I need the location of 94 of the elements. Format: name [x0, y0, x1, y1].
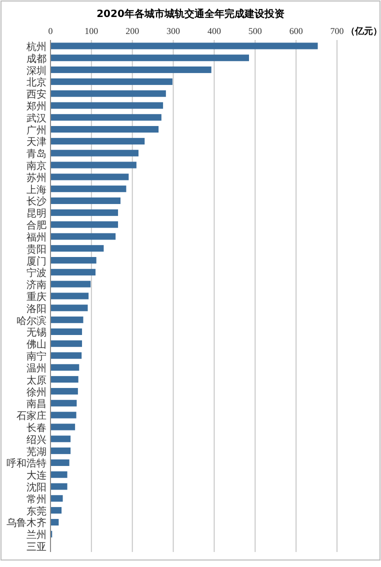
- y-tick-label: 福州: [26, 231, 46, 244]
- bar: [50, 316, 84, 324]
- bar: [50, 209, 118, 216]
- y-tick-label: 徐州: [26, 386, 46, 398]
- y-tick-label: 北京: [26, 76, 46, 89]
- x-tick-label: 700: [330, 26, 344, 36]
- bar: [50, 352, 82, 359]
- bar: [50, 150, 138, 156]
- y-tick-label: 合肥: [26, 220, 46, 232]
- y-tick-label: 天津: [26, 136, 46, 148]
- bar: [50, 292, 89, 300]
- bar: [50, 257, 96, 264]
- x-tick-label: 400: [207, 26, 222, 36]
- bar: [50, 436, 71, 442]
- y-tick-label: 贵阳: [26, 243, 46, 256]
- y-tick-label: 绍兴: [26, 434, 46, 446]
- bar: [50, 412, 76, 418]
- x-tick-label: 500: [248, 26, 262, 36]
- y-tick-label: 重庆: [26, 291, 46, 303]
- y-tick-label: 广州: [26, 124, 46, 136]
- y-tick-label: 石家庄: [16, 410, 46, 422]
- y-tick-label: 杭州: [26, 40, 46, 53]
- y-tick-label: 青岛: [26, 148, 46, 160]
- y-tick-label: 沈阳: [26, 482, 46, 494]
- bar: [50, 138, 145, 144]
- y-tick-label: 深圳: [26, 64, 46, 77]
- bar: [50, 186, 126, 192]
- bar: [50, 459, 70, 466]
- bar: [50, 328, 82, 335]
- bar: [50, 162, 136, 168]
- y-tick-label: 太原: [26, 374, 46, 386]
- y-tick-label: 长沙: [26, 196, 46, 208]
- bar: [50, 507, 62, 514]
- bar: [50, 495, 63, 502]
- bar: [50, 280, 91, 288]
- y-tick-label: 西安: [26, 88, 46, 101]
- y-tick-label: 佛山: [26, 338, 46, 351]
- bar: [50, 245, 104, 252]
- chart-title: 2020年各城市城轨交通全年完成建设投资: [96, 8, 284, 20]
- y-tick-label: 洛阳: [26, 302, 46, 315]
- bar: [50, 42, 318, 50]
- x-tick-label: 0: [48, 26, 54, 36]
- bar: [50, 340, 82, 347]
- x-axis-title: （亿元）: [346, 26, 381, 37]
- bar: [50, 483, 68, 490]
- x-tick-label: 600: [289, 26, 304, 36]
- bar: [50, 400, 77, 406]
- y-tick-label: 东莞: [26, 505, 46, 518]
- y-tick-label: 无锡: [26, 328, 46, 339]
- bar: [50, 78, 172, 85]
- y-tick-label: 宁波: [26, 267, 46, 280]
- x-tick-label: 100: [84, 26, 99, 36]
- bar: [50, 518, 59, 526]
- bar: [50, 448, 71, 454]
- bar: [50, 364, 80, 371]
- y-tick-label: 大连: [26, 470, 46, 482]
- y-tick-label: 芜湖: [26, 446, 46, 458]
- bar: [50, 126, 159, 133]
- bar: [50, 388, 78, 395]
- bar: [50, 174, 129, 180]
- bar: [50, 114, 162, 121]
- y-tick-label: 南宁: [26, 350, 46, 363]
- y-tick-label: 济南: [26, 279, 46, 292]
- bar: [50, 90, 166, 97]
- y-tick-label: 温州: [26, 362, 46, 374]
- bar: [50, 304, 88, 312]
- bar: [50, 102, 164, 109]
- bar: [50, 268, 96, 276]
- y-tick-label: 武汉: [26, 112, 46, 124]
- bar: [50, 376, 78, 383]
- bar: [50, 471, 68, 478]
- y-tick-label: 兰州: [26, 529, 46, 542]
- y-tick-label: 南京: [26, 160, 46, 172]
- x-tick-label: 300: [166, 26, 181, 36]
- y-tick-label: 成都: [26, 52, 46, 65]
- bar: [50, 66, 212, 74]
- y-tick-label: 昆明: [26, 208, 46, 220]
- bar: [50, 221, 118, 228]
- y-tick-label: 厦门: [26, 255, 46, 268]
- x-tick-label: 200: [126, 26, 140, 36]
- bar: [50, 424, 76, 430]
- bar: [50, 233, 116, 240]
- y-tick-label: 上海: [26, 184, 46, 196]
- y-tick-label: 长春: [26, 422, 46, 434]
- y-tick-label: 常州: [26, 493, 46, 506]
- y-tick-label: 苏州: [26, 172, 46, 184]
- y-tick-label: 哈尔滨: [16, 314, 46, 327]
- bar: [50, 197, 120, 204]
- y-tick-label: 三亚: [26, 542, 46, 554]
- y-tick-label: 郑州: [26, 100, 46, 112]
- bar: [50, 54, 250, 62]
- y-tick-label: 南昌: [26, 398, 46, 410]
- y-tick-label: 乌鲁木齐: [6, 517, 46, 530]
- y-tick-label: 呼和浩特: [6, 458, 46, 470]
